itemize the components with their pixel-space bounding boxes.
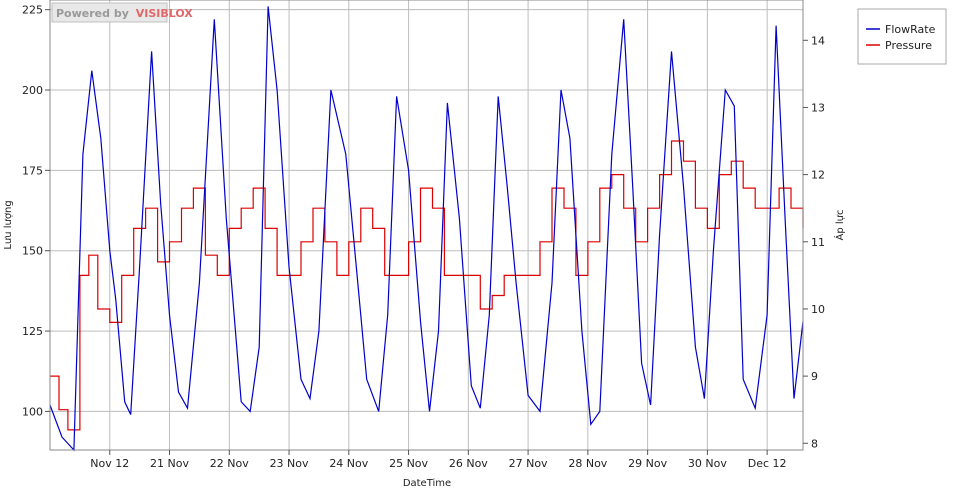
y-left-tick-label: 100 (22, 405, 43, 418)
x-tick-label: 22 Nov (210, 457, 249, 470)
watermark: Powered by VISIBLOX (51, 2, 193, 23)
y-right-tick-label: 11 (811, 236, 825, 249)
y-right-tick-label: 14 (811, 34, 825, 47)
legend-flowrate-label: FlowRate (885, 23, 936, 36)
y-axis-left-title: Lưu lượng (3, 200, 14, 249)
flowrate-line (49, 6, 804, 452)
y-left-tick-label: 150 (22, 245, 43, 258)
y-right-tick-label: 8 (811, 437, 818, 450)
flowrate-series (49, 6, 804, 452)
y-left-tick-label: 125 (22, 325, 43, 338)
y-left-tick-label: 175 (22, 164, 43, 177)
watermark-prefix: Powered by (56, 7, 129, 20)
y-right-tick-label: 13 (811, 101, 825, 114)
x-tick-label: 25 Nov (389, 457, 428, 470)
y-right-tick-label: 12 (811, 169, 825, 182)
x-tick-label: Dec 12 (748, 457, 787, 470)
x-tick-label: 28 Nov (568, 457, 607, 470)
watermark-brand: VISIBLOX (136, 7, 194, 20)
x-tick-label: 29 Nov (628, 457, 667, 470)
x-tick-label: 26 Nov (449, 457, 488, 470)
x-tick-label: 24 Nov (329, 457, 368, 470)
legend: FlowRate Pressure (857, 8, 947, 65)
legend-pressure-label: Pressure (885, 39, 932, 52)
axes: Nov 12 21 Nov 22 Nov 23 Nov 24 Nov 25 Nov 26 N… (22, 4, 825, 470)
y-axis-right-title: Áp lực (833, 210, 846, 241)
y-left-tick-label: 200 (22, 84, 43, 97)
x-tick-label: 21 Nov (150, 457, 189, 470)
x-tick-label: Nov 12 (90, 457, 129, 470)
grid (50, 0, 803, 450)
y-right-tick-label: 10 (811, 303, 825, 316)
x-tick-label: 30 Nov (688, 457, 727, 470)
plot-area-border (49, 0, 804, 451)
y-left-tick-label: 225 (22, 4, 43, 17)
x-tick-label: 27 Nov (509, 457, 548, 470)
x-axis-title: DateTime (403, 478, 451, 489)
x-tick-label: 23 Nov (270, 457, 309, 470)
y-right-tick-label: 9 (811, 370, 818, 383)
legend-box (857, 8, 947, 65)
svg-text:Powered by VISIBLOX: Powered by VISIBLOX (56, 7, 193, 20)
